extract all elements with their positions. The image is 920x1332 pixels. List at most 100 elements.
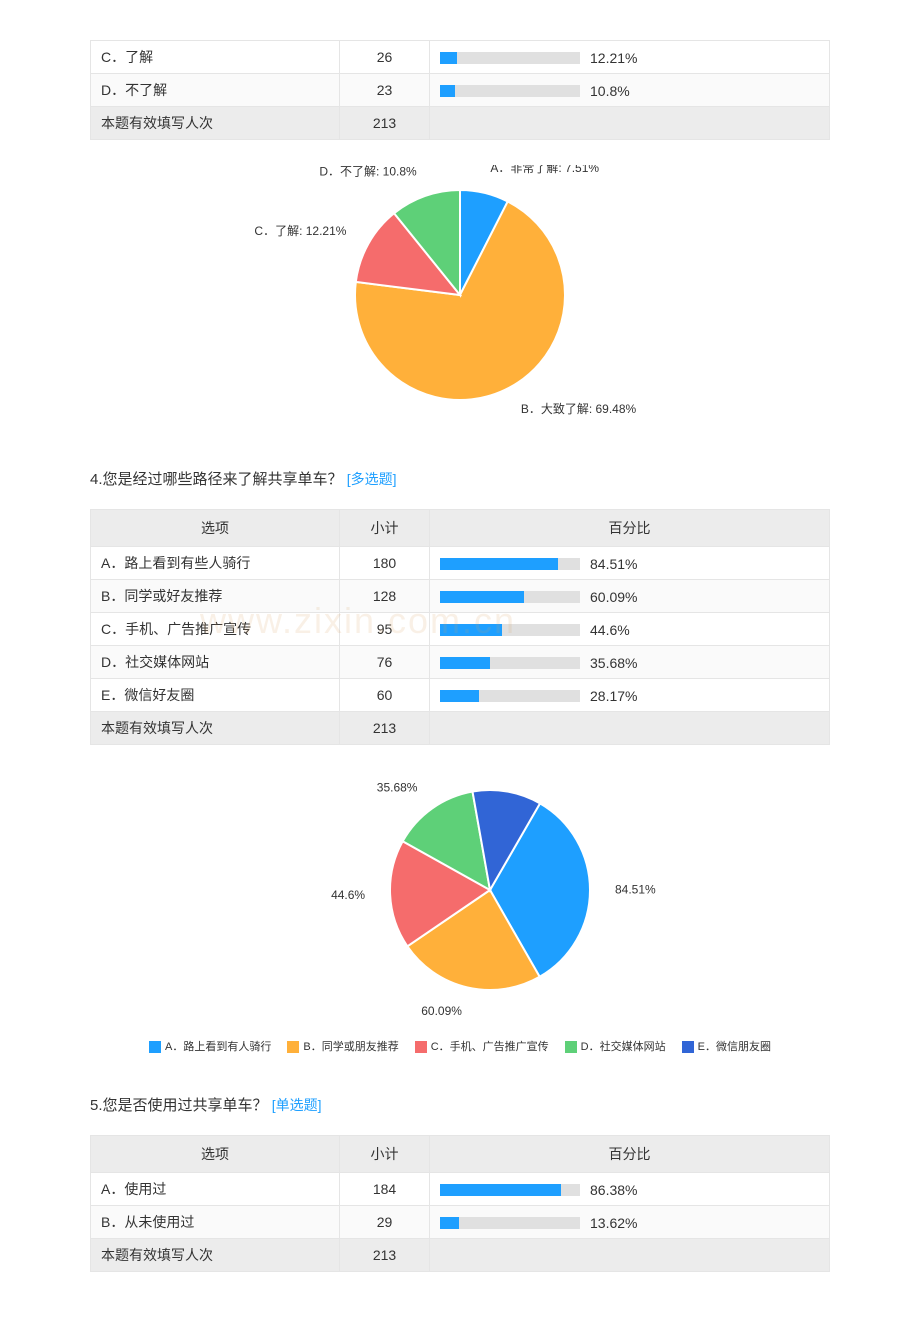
cell-bar: 84.51%: [430, 547, 830, 580]
th-count: 小计: [340, 510, 430, 547]
legend-item: E．微信朋友圈: [682, 1038, 771, 1054]
cell-option: E．微信好友圈: [91, 679, 340, 712]
cell-option: A．使用过: [91, 1173, 340, 1206]
footer-count: 213: [340, 1239, 430, 1272]
cell-bar: 10.8%: [430, 74, 830, 107]
th-option: 选项: [91, 1136, 340, 1173]
bar-label: 84.51%: [590, 556, 637, 572]
bar-fill: [440, 591, 524, 603]
cell-count: 60: [340, 679, 430, 712]
pie-label: 28.17%: [512, 770, 553, 773]
table-row: B．同学或好友推荐128 60.09%: [91, 580, 830, 613]
cell-bar: 44.6%: [430, 613, 830, 646]
bar-bg: [440, 591, 580, 603]
q5-type-label: [单选题]: [272, 1097, 322, 1113]
cell-bar: 86.38%: [430, 1173, 830, 1206]
pie-label: A．非常了解: 7.51%: [490, 165, 599, 175]
table-row: E．微信好友圈60 28.17%: [91, 679, 830, 712]
pie-chart-q4: 84.51% 60.09% 44.6% 35.68% 28.17% A．路上看到有人骑行…: [90, 770, 830, 1054]
cell-bar: 28.17%: [430, 679, 830, 712]
pie-label: 60.09%: [421, 1004, 462, 1018]
table-footer-row: 本题有效填写人次213: [91, 1239, 830, 1272]
cell-count: 128: [340, 580, 430, 613]
footer-count: 213: [340, 712, 430, 745]
legend-item: D．社交媒体网站: [565, 1038, 666, 1054]
th-percent: 百分比: [430, 1136, 830, 1173]
cell-count: 29: [340, 1206, 430, 1239]
cell-option: D．不了解: [91, 74, 340, 107]
legend-item: B．同学或朋友推荐: [287, 1038, 398, 1054]
cell-bar: 13.62%: [430, 1206, 830, 1239]
bar-fill: [440, 657, 490, 669]
table-row: B．从未使用过2913.62%: [91, 1206, 830, 1239]
table-footer-row: 本题有效填写人次213: [91, 107, 830, 140]
cell-option: D．社交媒体网站: [91, 646, 340, 679]
legend-swatch: [682, 1041, 694, 1053]
pie-chart-q3: A．非常了解: 7.51%B．大致了解: 69.48%C．了解: 12.21%D…: [90, 165, 830, 428]
footer-label: 本题有效填写人次: [91, 1239, 340, 1272]
footer-count: 213: [340, 107, 430, 140]
q4-text: 4.您是经过哪些路径来了解共享单车？: [90, 471, 343, 488]
bar-label: 60.09%: [590, 589, 637, 605]
bar-bg: [440, 690, 580, 702]
pie-label: 84.51%: [615, 882, 656, 896]
th-option: 选项: [91, 510, 340, 547]
cell-bar: 12.21%: [430, 41, 830, 74]
cell-bar: 60.09%: [430, 580, 830, 613]
bar-label: 35.68%: [590, 655, 637, 671]
pie-label: 44.6%: [331, 888, 365, 902]
bar-bg: [440, 1184, 580, 1196]
table-row: C．了解26 12.21%: [91, 41, 830, 74]
legend-swatch: [565, 1041, 577, 1053]
footer-empty: [430, 1239, 830, 1272]
bar-bg: [440, 52, 580, 64]
bar-fill: [440, 624, 502, 636]
legend-swatch: [149, 1041, 161, 1053]
legend-label: A．路上看到有人骑行: [165, 1041, 271, 1053]
cell-count: 95: [340, 613, 430, 646]
bar-bg: [440, 624, 580, 636]
table-row: C．手机、广告推广宣传95 44.6%: [91, 613, 830, 646]
bar-bg: [440, 657, 580, 669]
bar-label: 12.21%: [590, 50, 637, 66]
pie-label: 35.68%: [377, 780, 418, 794]
table-row: D．不了解2310.8%: [91, 74, 830, 107]
pie2-legend: A．路上看到有人骑行 B．同学或朋友推荐 C．手机、广告推广宣传 D．社交媒体网站 E．…: [90, 1038, 830, 1054]
footer-empty: [430, 107, 830, 140]
bar-label: 10.8%: [590, 83, 630, 99]
footer-label: 本题有效填写人次: [91, 107, 340, 140]
cell-option: C．手机、广告推广宣传: [91, 613, 340, 646]
legend-item: C．手机、广告推广宣传: [415, 1038, 549, 1054]
footer-label: 本题有效填写人次: [91, 712, 340, 745]
bar-fill: [440, 52, 457, 64]
bar-fill: [440, 690, 479, 702]
bar-fill: [440, 558, 558, 570]
cell-option: B．同学或好友推荐: [91, 580, 340, 613]
bar-bg: [440, 1217, 580, 1229]
legend-swatch: [287, 1041, 299, 1053]
pie-label: C．了解: 12.21%: [254, 224, 346, 238]
cell-count: 26: [340, 41, 430, 74]
cell-option: B．从未使用过: [91, 1206, 340, 1239]
q5-text: 5.您是否使用过共享单车？: [90, 1097, 268, 1114]
pie-label: B．大致了解: 69.48%: [521, 402, 637, 416]
bar-label: 28.17%: [590, 688, 637, 704]
bar-fill: [440, 85, 455, 97]
bar-fill: [440, 1184, 561, 1196]
table-q4: 选项 小计 百分比 A．路上看到有些人骑行18084.51%B．同学或好友推荐1…: [90, 509, 830, 745]
cell-count: 180: [340, 547, 430, 580]
legend-label: B．同学或朋友推荐: [303, 1041, 398, 1053]
bar-fill: [440, 1217, 459, 1229]
legend-label: D．社交媒体网站: [581, 1041, 666, 1053]
cell-option: C．了解: [91, 41, 340, 74]
bar-bg: [440, 85, 580, 97]
legend-label: E．微信朋友圈: [698, 1041, 771, 1053]
footer-empty: [430, 712, 830, 745]
cell-count: 76: [340, 646, 430, 679]
bar-label: 44.6%: [590, 622, 630, 638]
legend-swatch: [415, 1041, 427, 1053]
table-footer-row: 本题有效填写人次213: [91, 712, 830, 745]
question-5-title: 5.您是否使用过共享单车？ [单选题]: [90, 1094, 830, 1115]
legend-label: C．手机、广告推广宣传: [431, 1041, 549, 1053]
cell-bar: 35.68%: [430, 646, 830, 679]
